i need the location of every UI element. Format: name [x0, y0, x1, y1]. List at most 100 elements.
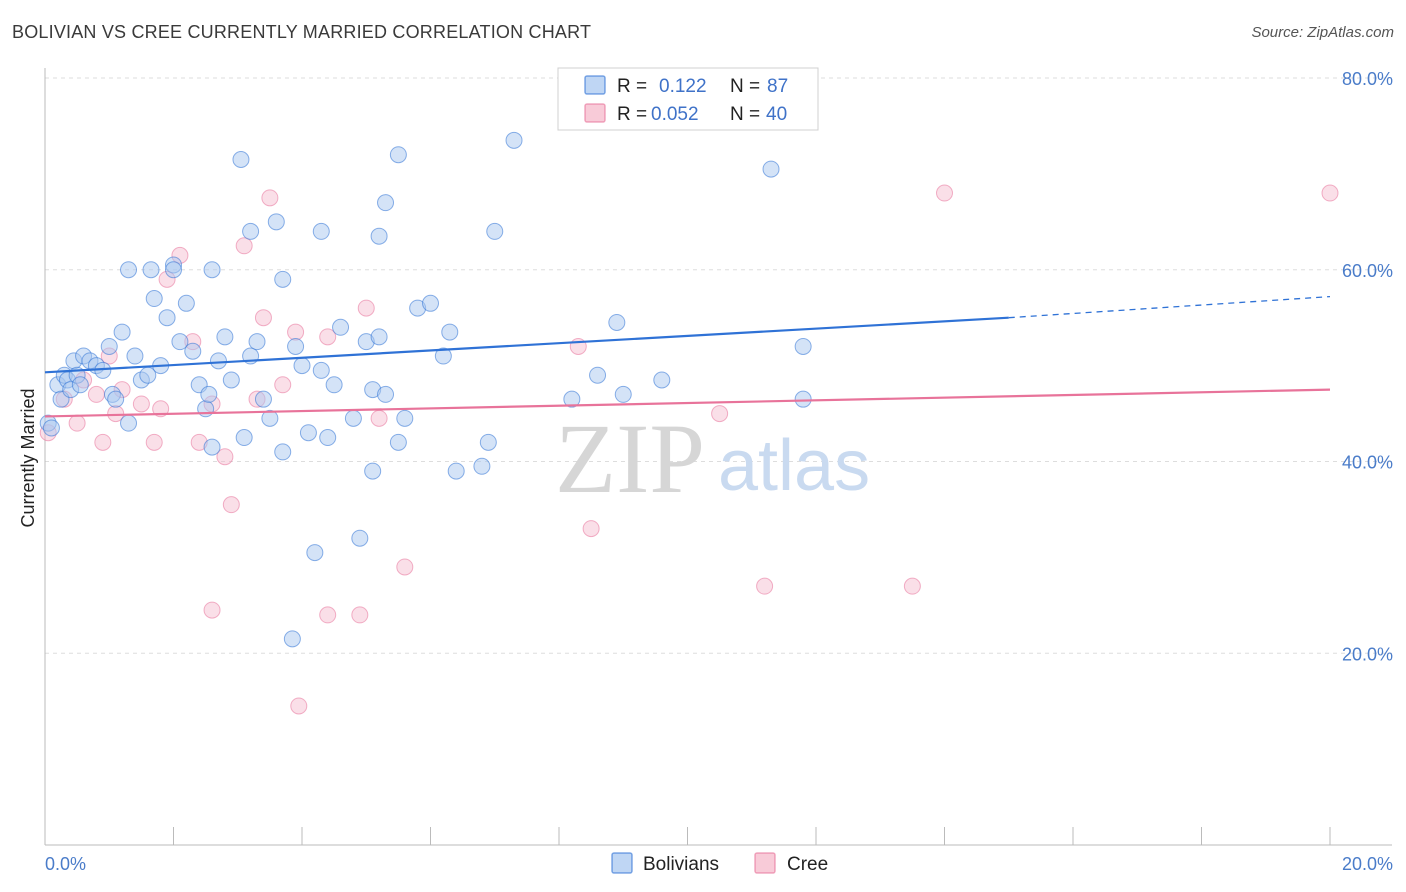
bolivian-point — [762, 160, 780, 178]
bolivian-point — [274, 270, 292, 288]
bolivian-point — [261, 409, 279, 427]
bolivian-point — [287, 337, 305, 355]
cree-point — [396, 558, 414, 576]
cree-point — [274, 376, 292, 394]
trend-lines — [44, 295, 1331, 418]
bolivian-point — [608, 313, 626, 331]
bolivian-point — [441, 323, 459, 341]
bolivian-point — [293, 357, 311, 375]
bolivian-point — [306, 544, 324, 562]
legend-top: R = 0.122 N = 87 R = 0.052 N = 40 — [557, 67, 819, 131]
legend-bottom-label-bolivians: Bolivians — [643, 854, 719, 875]
bolivian-point — [614, 385, 632, 403]
cree-point — [132, 395, 150, 413]
x-tick-label: 0.0% — [45, 854, 86, 874]
bolivian-point — [126, 347, 144, 365]
legend-r-value-bolivians: 0.122 — [659, 76, 707, 97]
bolivian-point — [100, 337, 118, 355]
cree-point — [222, 496, 240, 514]
legend-swatch-bolivians — [584, 75, 606, 95]
bolivian-point — [145, 290, 163, 308]
bolivian-point — [479, 433, 497, 451]
bolivian-point — [422, 294, 439, 312]
chart-title: BOLIVIAN VS CREE CURRENTLY MARRIED CORRE… — [12, 22, 592, 42]
bolivian-point — [42, 419, 60, 437]
legend-r-value-cree: 0.052 — [651, 104, 699, 125]
trend-line-bolivians — [44, 316, 1009, 374]
bolivian-point — [377, 194, 395, 212]
bolivian-point — [158, 309, 176, 327]
trend-line-bolivians-extension — [1008, 295, 1331, 319]
bolivian-point — [283, 630, 301, 648]
bolivian-point — [235, 429, 253, 447]
bolivian-point — [319, 429, 337, 447]
cree-point — [582, 520, 600, 538]
bolivian-point — [344, 409, 362, 427]
cree-point — [370, 409, 388, 427]
bolivian-point — [209, 352, 227, 370]
bolivian-point — [312, 222, 330, 240]
bolivian-point — [107, 390, 125, 408]
bolivian-point — [396, 409, 414, 427]
legend-bottom-swatch-bolivians — [611, 852, 633, 874]
cree-point — [756, 577, 774, 595]
y-tick-label: 20.0% — [1342, 644, 1393, 664]
bolivian-point — [113, 323, 131, 341]
cree-point — [357, 299, 375, 317]
bolivian-point — [171, 333, 189, 351]
bolivian-point — [248, 333, 266, 351]
bolivian-point — [332, 318, 350, 336]
bolivian-point — [142, 261, 160, 279]
source-label: Source: ZipAtlas.com — [1251, 24, 1394, 41]
cree-point — [290, 697, 308, 715]
bolivian-point — [203, 261, 221, 279]
cree-point — [152, 400, 170, 418]
bolivian-point — [377, 385, 395, 403]
bolivian-point — [274, 443, 292, 461]
bolivian-point — [370, 328, 388, 346]
cree-point — [711, 405, 729, 423]
gridlines — [45, 77, 1392, 654]
bolivian-point — [299, 424, 317, 442]
cree-point — [254, 309, 272, 327]
bolivian-point — [364, 462, 382, 480]
series-bolivians-points — [39, 131, 812, 648]
bolivian-point — [184, 342, 202, 360]
bolivian-point — [216, 328, 234, 346]
bolivian-point — [589, 366, 607, 384]
cree-point — [94, 433, 112, 451]
legend-r-label-bolivians: R = — [617, 76, 647, 97]
bolivian-point — [447, 462, 465, 480]
cree-point — [903, 577, 921, 595]
y-tick-labels: 20.0% 40.0% 60.0% 80.0% — [1342, 69, 1393, 664]
bolivian-point — [370, 227, 388, 245]
bolivian-point — [267, 213, 285, 231]
y-tick-label: 40.0% — [1342, 453, 1393, 473]
bolivian-point — [389, 433, 407, 451]
bolivian-point — [794, 390, 812, 408]
cree-point — [68, 414, 86, 432]
bolivian-point — [473, 457, 491, 475]
bolivian-point — [254, 390, 272, 408]
bolivian-point — [486, 222, 504, 240]
bolivian-point — [351, 529, 369, 547]
legend-bottom-swatch-cree — [754, 852, 776, 874]
x-tick-labels: 0.0% 20.0% — [45, 854, 1393, 874]
x-tick-label: 20.0% — [1342, 854, 1393, 874]
y-tick-label: 60.0% — [1342, 261, 1393, 281]
bolivian-point — [434, 347, 452, 365]
axes — [44, 68, 1392, 846]
bolivian-point — [222, 371, 240, 389]
bolivian-point — [312, 361, 330, 379]
watermark-zip: ZIP — [555, 403, 705, 514]
bolivian-point — [794, 337, 812, 355]
bolivian-point — [120, 414, 138, 432]
cree-point — [235, 237, 253, 255]
cree-point — [936, 184, 953, 202]
cree-point — [261, 189, 279, 207]
legend-bottom: Bolivians Cree — [611, 852, 828, 875]
bolivian-point — [505, 131, 523, 149]
legend-n-label-cree: N = — [730, 104, 760, 125]
y-tick-label: 80.0% — [1342, 69, 1393, 89]
cree-point — [287, 323, 305, 341]
